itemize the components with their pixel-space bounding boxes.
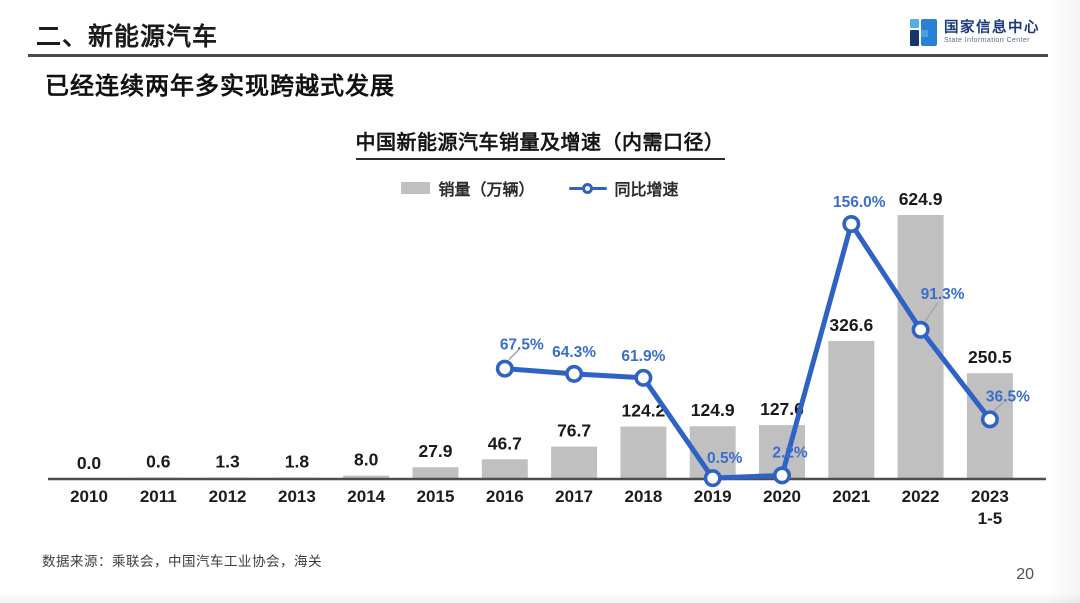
svg-text:156.0%: 156.0% [833, 194, 886, 211]
svg-text:2010: 2010 [70, 487, 108, 506]
svg-text:2013: 2013 [278, 487, 316, 506]
svg-text:46.7: 46.7 [488, 433, 522, 453]
svg-text:2.2%: 2.2% [772, 444, 808, 461]
svg-text:2011: 2011 [140, 487, 177, 506]
svg-text:250.5: 250.5 [968, 347, 1012, 367]
svg-text:0.6: 0.6 [146, 452, 171, 472]
svg-text:1.8: 1.8 [285, 452, 310, 472]
legend-label-sales: 销量（万辆） [438, 182, 535, 199]
org-name-en: State Information Center [944, 36, 1030, 44]
svg-text:2012: 2012 [209, 487, 247, 506]
svg-text:64.3%: 64.3% [552, 344, 596, 361]
chart-title: 中国新能源汽车销量及增速（内需口径） [355, 126, 725, 160]
svg-text:2018: 2018 [624, 487, 662, 506]
svg-text:2016: 2016 [486, 487, 524, 506]
svg-text:8.0: 8.0 [354, 450, 379, 470]
bar-swatch-icon [401, 182, 431, 194]
logo-square-light [910, 19, 919, 28]
sales-growth-chart: 0.0 0.6 1.3 1.8 8.0 27.9 46.7 76.7 124.2 124.9 127… [48, 189, 1046, 528]
svg-text:0.5%: 0.5% [707, 450, 743, 467]
svg-text:2014: 2014 [347, 487, 385, 506]
svg-text:2020: 2020 [763, 487, 801, 506]
org-logo: 国家信息中心 State Information Center [910, 19, 1040, 46]
svg-text:127.6: 127.6 [760, 399, 804, 419]
svg-text:27.9: 27.9 [418, 441, 452, 461]
data-source-note: 数据来源：乘联会，中国汽车工业协会，海关 [42, 554, 322, 569]
logo-square-accent [921, 30, 928, 37]
svg-text:624.9: 624.9 [899, 189, 943, 209]
svg-text:2021: 2021 [832, 487, 870, 506]
section-title: 二、新能源汽车 [36, 23, 219, 51]
chart-legend: 销量（万辆） 同比增速 [0, 176, 1080, 200]
svg-text:124.9: 124.9 [691, 400, 735, 420]
line-swatch-icon [568, 181, 607, 195]
legend-item-growth: 同比增速 [568, 176, 679, 200]
legend-item-sales: 销量（万辆） [401, 176, 535, 200]
logo-square-navy [910, 30, 919, 46]
svg-text:2019: 2019 [694, 487, 732, 506]
org-logo-icon [910, 19, 937, 46]
svg-text:36.5%: 36.5% [986, 388, 1030, 405]
svg-text:1.3: 1.3 [215, 452, 240, 472]
svg-text:124.2: 124.2 [622, 401, 666, 421]
header-divider [28, 54, 1048, 57]
logo-square-blue [921, 19, 937, 46]
svg-text:91.3%: 91.3% [921, 286, 965, 303]
page-number: 20 [1016, 566, 1034, 583]
svg-text:2015: 2015 [417, 487, 455, 506]
svg-text:2017: 2017 [555, 487, 593, 506]
org-logo-text: 国家信息中心 State Information Center [944, 19, 1040, 45]
slide-subtitle: 已经连续两年多实现跨越式发展 [45, 73, 395, 100]
svg-text:0.0: 0.0 [77, 453, 102, 473]
svg-text:61.9%: 61.9% [621, 348, 665, 365]
svg-text:67.5%: 67.5% [500, 337, 544, 354]
svg-text:2022: 2022 [902, 487, 940, 506]
svg-text:76.7: 76.7 [557, 421, 591, 441]
chart-title-row: 中国新能源汽车销量及增速（内需口径） [0, 126, 1080, 160]
legend-label-growth: 同比增速 [614, 182, 679, 199]
svg-text:326.6: 326.6 [829, 315, 873, 335]
org-name-cn: 国家信息中心 [944, 19, 1040, 36]
edge-shading-bottom [0, 593, 1080, 603]
